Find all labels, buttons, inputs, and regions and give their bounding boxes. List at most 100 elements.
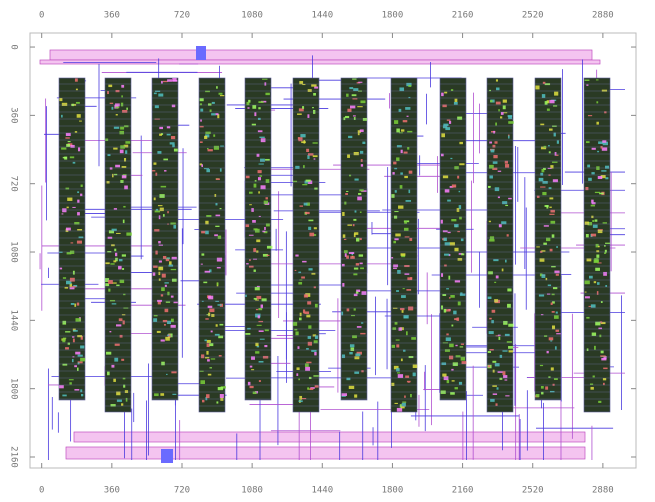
cell [353,88,358,91]
cell [395,322,398,325]
cell [111,365,114,368]
cell [605,250,607,253]
cell [215,203,217,205]
cell [108,237,113,239]
cell [125,141,130,144]
cell [153,162,156,164]
cell [459,382,462,385]
x-tick-label-top: 1080 [241,11,263,21]
cell [172,78,176,81]
cell [214,146,219,150]
cell [112,303,117,304]
cell [492,310,496,313]
cell [494,299,498,302]
cell [391,257,393,258]
x-tick-label-bottom: 2160 [452,486,474,496]
cell [62,395,66,397]
cell [398,205,403,208]
cell [507,304,511,308]
cell [152,170,155,171]
cell [306,348,309,350]
cell [543,82,546,84]
cell [503,321,507,325]
cell [208,296,213,300]
cell [496,87,499,90]
cell [392,172,394,175]
cell [399,87,404,91]
cell [499,337,501,340]
cell [455,99,458,102]
cell [215,334,220,336]
cell [450,158,452,159]
cell [207,359,210,361]
cell [404,395,406,397]
cell [249,259,251,261]
cell [498,371,503,373]
cell [305,212,310,214]
cell [341,312,343,316]
cell [105,262,109,264]
cell [555,346,557,349]
cell [488,351,491,353]
cell [454,224,459,227]
cell [163,81,168,82]
cell [359,254,363,256]
cell [354,308,356,310]
cell [202,400,204,402]
cell [159,279,161,281]
cell [65,347,69,349]
cell [505,164,509,168]
cell [210,110,212,112]
cell [550,340,552,341]
cell [553,105,557,106]
cell [505,161,508,164]
cell [110,103,113,104]
cell [121,95,123,97]
cell [450,295,454,298]
cell [163,256,166,259]
cell [591,304,596,307]
cell [77,229,82,230]
cell [550,210,554,213]
cell [495,403,497,406]
cell [407,116,409,117]
cell [60,268,62,270]
cell [217,304,221,305]
cell [72,286,77,287]
cell [112,174,114,177]
cell [548,376,550,377]
cell [541,169,544,172]
cell [549,337,554,340]
cell [120,335,123,338]
cell [126,108,128,110]
cell [216,86,218,88]
cell [492,385,497,387]
cell [593,225,598,228]
cell [457,117,462,120]
cell [107,91,109,94]
x-tick-label-bottom: 1080 [241,486,263,496]
cell [507,234,509,236]
cell [549,197,553,199]
cell [401,295,406,298]
cell [174,302,178,304]
cell [592,220,594,222]
cell [349,252,354,254]
cell [545,205,549,207]
cell [350,106,355,109]
cell [300,134,305,137]
cell [490,100,492,102]
cell [404,152,408,154]
cell [258,107,260,109]
cell [404,273,409,274]
cell [309,233,314,237]
cell [308,325,311,328]
cell [547,351,549,353]
cell [118,266,122,270]
cell [81,394,83,396]
cell [253,228,257,230]
cell [602,140,606,142]
cell [508,115,512,117]
cell [502,350,507,351]
cell [545,101,548,105]
